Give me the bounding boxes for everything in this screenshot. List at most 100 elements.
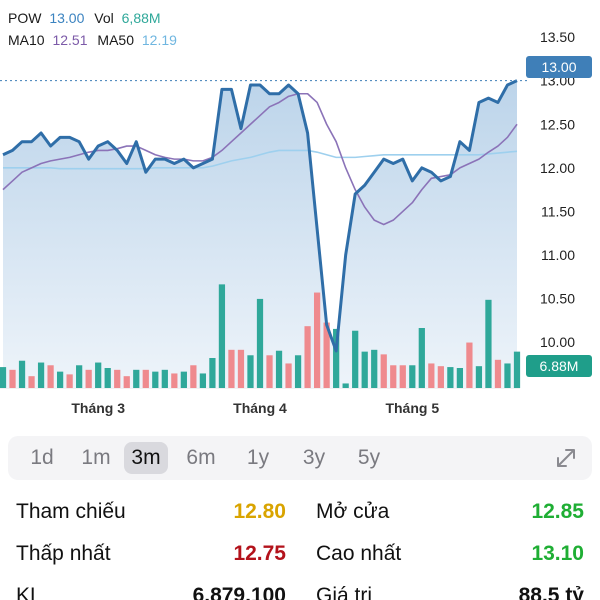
tab-3m[interactable]: 3m <box>124 442 168 474</box>
expand-icon[interactable] <box>550 442 582 474</box>
x-tick-label: Tháng 5 <box>385 400 439 416</box>
volume-bar <box>342 383 349 388</box>
volume-bar <box>85 369 92 388</box>
volume-bar <box>390 365 397 388</box>
volume-bar <box>228 349 235 388</box>
volume-bar <box>380 354 387 388</box>
volume-bar <box>352 330 359 388</box>
volume-bar <box>266 355 273 388</box>
y-tick-label: 10.00 <box>540 334 575 350</box>
current-volume-tag: 6.88M <box>526 355 592 377</box>
tab-5y[interactable]: 5y <box>357 446 381 469</box>
stat-high-value: 13.10 <box>531 542 584 565</box>
volume-bar <box>475 366 483 388</box>
volume-bar <box>418 328 425 388</box>
volume-bar <box>323 322 330 388</box>
volume-bar <box>247 355 254 388</box>
stat-low-label: Thấp nhất <box>16 542 111 565</box>
volume-bar <box>371 349 378 388</box>
volume-bar <box>313 292 321 388</box>
volume-bar <box>114 369 121 388</box>
volume-bar <box>104 368 111 388</box>
legend-ma50-value: 12.19 <box>141 32 177 48</box>
tab-3y[interactable]: 3y <box>302 446 326 469</box>
tab-1y[interactable]: 1y <box>246 446 270 469</box>
stat-value-value: 88.5 tỷ <box>518 584 584 600</box>
volume-bar <box>95 362 102 388</box>
volume-bar <box>180 371 187 388</box>
stat-high-label: Cao nhất <box>316 542 402 565</box>
legend-ma10-value: 12.51 <box>52 32 88 48</box>
ma50-line <box>3 149 518 170</box>
legend-vol-value: 6,88M <box>121 10 161 26</box>
volume-bar <box>333 328 340 388</box>
legend-symbol: POW <box>8 10 42 26</box>
x-tick-label: Tháng 4 <box>233 400 287 416</box>
y-tick-label: 12.00 <box>540 160 575 176</box>
volume-bar <box>209 358 216 388</box>
volume-bar <box>437 366 444 388</box>
volume-bar <box>123 376 130 388</box>
legend-row-ma: MA10 12.51 MA50 12.19 <box>8 32 183 48</box>
volume-bar <box>218 284 226 388</box>
volume-bar <box>28 376 35 388</box>
volume-bar <box>447 367 454 388</box>
legend-row-price: POW 13.00 Vol 6,88M <box>8 10 167 26</box>
volume-bar <box>285 363 292 388</box>
volume-bar <box>190 365 197 388</box>
volume-bar <box>256 298 264 388</box>
stat-ref-value: 12.80 <box>233 500 286 523</box>
volume-bar <box>76 365 83 388</box>
volume-bar <box>66 374 73 388</box>
current-price-tag: 13.00 <box>526 56 592 78</box>
y-tick-label: 11.50 <box>541 203 575 219</box>
stat-ref-label: Tham chiếu <box>16 500 126 523</box>
volume-bar <box>18 360 26 388</box>
volume-bar <box>152 371 159 388</box>
tab-1m[interactable]: 1m <box>81 446 111 469</box>
stat-kl-value: 6,879,100 <box>192 584 286 600</box>
volume-bar <box>409 365 416 388</box>
volume-bar <box>161 369 168 388</box>
stat-open-label: Mở cửa <box>316 500 390 523</box>
y-tick-label: 12.50 <box>540 116 575 132</box>
chart-canvas[interactable]: 13.50 13.00 12.50 12.00 11.50 11.00 10.50 10.00… <box>0 0 600 425</box>
volume-bar <box>56 371 64 388</box>
price-area <box>3 80 517 389</box>
tab-6m[interactable]: 6m <box>186 446 216 469</box>
stat-open-value: 12.85 <box>531 500 584 523</box>
y-tick-label: 10.50 <box>540 291 575 307</box>
volume-bar <box>361 351 368 388</box>
volume-bar <box>142 369 149 388</box>
timeframe-tabs: 1d 1m 3m 6m 1y 3y 5y <box>8 436 592 480</box>
volume-bar <box>47 365 54 388</box>
volume-bar <box>0 367 7 388</box>
stat-low-value: 12.75 <box>233 542 286 565</box>
volume-bar <box>513 351 521 388</box>
price-line <box>2 79 518 353</box>
volume-bar <box>294 355 302 388</box>
volume-bar <box>199 373 207 388</box>
volume-bar <box>133 369 140 388</box>
volume-bar <box>428 363 435 388</box>
volume-bar <box>466 342 473 388</box>
legend-price: 13.00 <box>49 10 85 26</box>
legend-vol-label: Vol <box>94 10 114 26</box>
volume-bar <box>399 365 406 388</box>
volume-bar <box>9 369 16 388</box>
volume-bar <box>275 350 283 388</box>
price-chart[interactable]: 13.50 13.00 12.50 12.00 11.50 11.00 10.50 10.00… <box>0 0 600 425</box>
y-tick-label: 13.50 <box>540 29 575 45</box>
volume-bar <box>504 363 511 388</box>
stat-kl-label: KL <box>16 584 42 600</box>
volume-bar <box>171 373 178 388</box>
stat-value-label: Giá trị <box>316 584 373 600</box>
volume-bar <box>494 359 502 388</box>
ma10-line <box>2 92 518 226</box>
legend-ma50-label: MA50 <box>97 32 134 48</box>
volume-bar <box>456 368 464 388</box>
volume-bar <box>485 299 492 388</box>
tab-1d[interactable]: 1d <box>30 446 54 469</box>
volume-bar <box>37 362 45 388</box>
legend-ma10-label: MA10 <box>8 32 45 48</box>
